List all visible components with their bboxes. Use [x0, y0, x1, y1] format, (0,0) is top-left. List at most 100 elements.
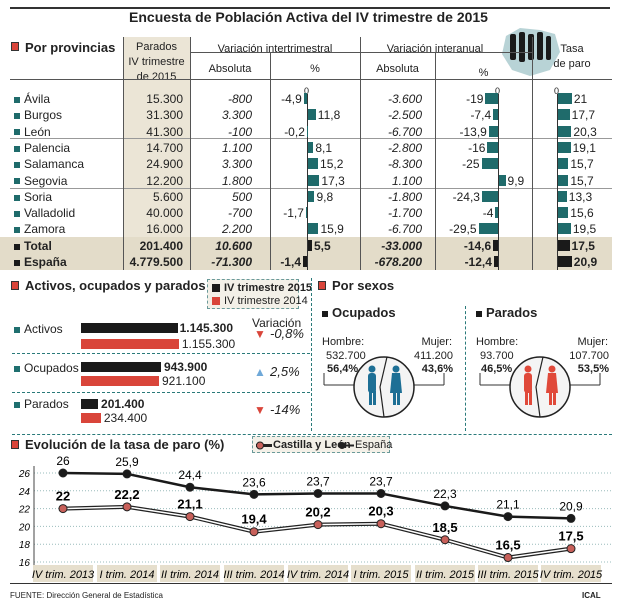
value-bar: [495, 207, 498, 219]
bar-value-label: -7,4: [470, 108, 492, 123]
brand-label: ICAL: [582, 591, 601, 600]
x-tick-cell: [288, 565, 348, 582]
value-bar: [481, 190, 498, 202]
anual-abs-value: -8.300: [387, 157, 422, 172]
section-marker-icon: [11, 440, 19, 449]
bar-value-label: 9,8: [316, 189, 334, 204]
parados-value: 40.000: [146, 206, 183, 221]
col-tasa-header: Tasa de paro: [553, 43, 591, 70]
y-tick-label: 26: [18, 469, 31, 480]
bar-value-label: -12,4: [464, 255, 492, 269]
x-tick-cell: [33, 565, 93, 582]
province-name: León: [14, 125, 51, 139]
bar-value-label: -24,3: [452, 189, 480, 204]
bar-value-label: -1,7: [283, 206, 304, 221]
point-cyl: [249, 527, 259, 537]
anual-abs-value: -678.200: [374, 255, 422, 269]
bar-2015: [81, 362, 161, 372]
bar-value-label: -14,6: [463, 238, 492, 253]
point-espana: [313, 488, 323, 498]
mujer-value: 107.700: [569, 350, 609, 362]
bar-value-label: 17,3: [321, 173, 345, 188]
x-tick-label: I trim. 2014: [99, 569, 154, 581]
value-bar: [308, 190, 315, 202]
data-label-cyl: 16,5: [495, 538, 520, 553]
data-label-cyl: 21,1: [177, 497, 202, 512]
parados-value: 4.779.500: [129, 255, 183, 269]
hombre-pct: 46,5%: [481, 363, 513, 375]
chart-legend: Castilla y León España: [252, 436, 393, 453]
parados-value: 5.600: [152, 189, 183, 204]
value-bar: [488, 125, 498, 137]
value-bar: [485, 93, 498, 104]
bottom-rule: [10, 583, 612, 584]
legend-espana-marker-icon: [338, 442, 354, 449]
value-bar: [558, 174, 569, 186]
row-name: Parados: [24, 397, 69, 411]
parados-value: 16.000: [146, 222, 183, 237]
inter-abs-value: -700: [227, 206, 252, 221]
parados-value: 41.300: [146, 124, 183, 139]
value-bar: [558, 190, 567, 202]
zero-axis: [307, 94, 308, 270]
divider: [10, 138, 612, 139]
value-bar: [308, 141, 314, 153]
zero-label: 0: [495, 86, 501, 96]
variation-value: 2,5%: [270, 364, 300, 379]
sexos-group-title: Ocupados: [322, 306, 396, 320]
bullet-icon: [14, 96, 20, 103]
divider: [311, 278, 312, 431]
col-absoluta-header: Absoluta: [376, 63, 419, 75]
data-label-espana: 23,7: [369, 474, 393, 488]
bar-value-label: 20,3: [573, 124, 597, 139]
value-2014: 234.400: [103, 411, 148, 425]
province-label: Salamanca: [24, 157, 85, 172]
bullet-icon: [14, 259, 20, 266]
bar-value-label: -4,9: [281, 92, 302, 106]
legend-espana-label: España: [355, 439, 393, 451]
data-label-espana: 26: [56, 454, 70, 468]
bullet-icon: [14, 145, 20, 152]
bar-value-label: -16: [468, 140, 486, 155]
value-bar: [558, 93, 572, 104]
inter-abs-value: 1.800: [221, 173, 252, 188]
divider: [10, 188, 612, 189]
bullet-icon: [14, 194, 20, 201]
inter-abs-value: -71.300: [211, 255, 252, 269]
x-tick-cell: [478, 565, 538, 582]
x-tick-cell: [160, 565, 220, 582]
activos-row-label: Ocupados: [14, 361, 79, 375]
gender-pie-icon: [323, 356, 445, 418]
value-2015: 1.145.300: [179, 321, 233, 335]
data-label-espana: 22,3: [433, 487, 457, 501]
divider: [465, 306, 466, 431]
bullet-icon: [14, 162, 20, 169]
value-bar: [308, 239, 312, 251]
zero-label: 0: [554, 86, 560, 96]
value-bar: [478, 223, 498, 235]
x-tick-cell: [541, 565, 601, 582]
bar-value-label: 21: [573, 92, 588, 106]
bar-value-label: -0,2: [284, 124, 305, 139]
value-bar: [303, 256, 307, 267]
inter-abs-value: 500: [231, 189, 252, 204]
data-label-cyl: 20,2: [305, 505, 330, 520]
divider: [190, 52, 532, 53]
inter-abs-value: 3.300: [221, 157, 252, 172]
province-name: Soria: [14, 190, 52, 204]
anual-abs-value: -2.800: [387, 140, 422, 155]
bullet-icon: [14, 365, 20, 372]
y-tick-label: 24: [18, 487, 31, 498]
bullet-icon: [322, 310, 328, 317]
section-marker-icon: [11, 281, 19, 290]
parados-value: 201.400: [139, 238, 183, 253]
bar-value-label: -13,9: [459, 124, 487, 139]
divider: [360, 37, 361, 270]
hombre-value: 93.700: [480, 350, 514, 362]
bar-value-label: 15,7: [570, 173, 594, 188]
legend-cyl-label: Castilla y León: [273, 439, 351, 451]
bullet-icon: [14, 129, 20, 136]
row-name: Ocupados: [24, 361, 79, 375]
y-tick-label: 16: [19, 558, 31, 569]
